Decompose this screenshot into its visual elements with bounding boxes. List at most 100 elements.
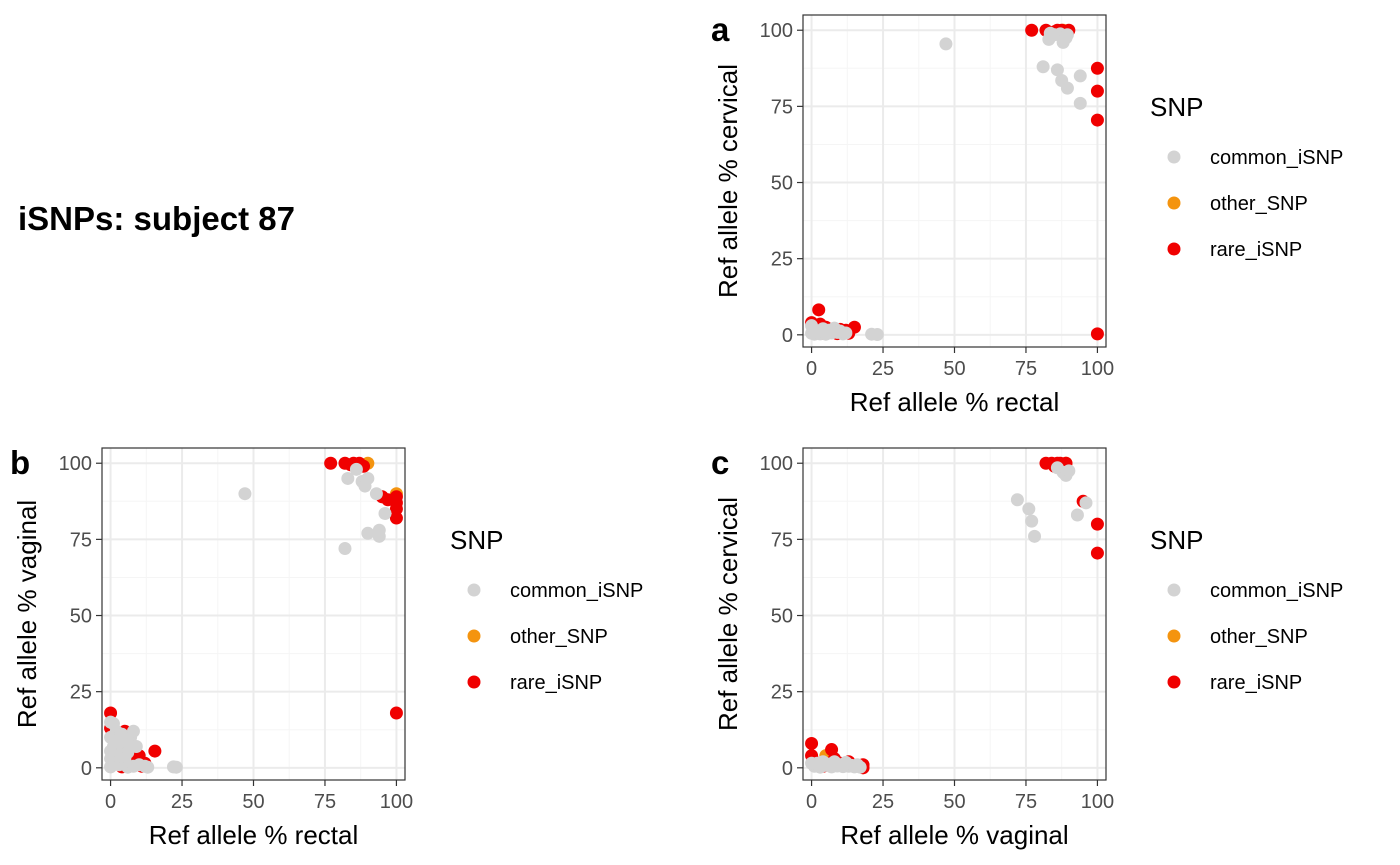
data-point-rare_iSNP (324, 456, 338, 470)
legend-key-common_iSNP (1167, 583, 1181, 597)
data-point-common_iSNP (839, 326, 853, 340)
y-tick-label: 0 (782, 325, 793, 347)
data-point-common_iSNP (1060, 81, 1074, 95)
data-point-rare_iSNP (389, 511, 403, 525)
data-point-common_iSNP (853, 760, 867, 774)
x-tick-label: 100 (380, 791, 413, 813)
scatter-panel-a: 0 25 50 75 100 0 25 50 75 100 Ref allele % rectal R… (711, 11, 1343, 417)
y-axis-label: Ref allele % cervical (713, 64, 743, 298)
data-point-common_iSNP (238, 487, 252, 501)
x-tick-label: 0 (806, 358, 817, 380)
data-point-rare_iSNP (1090, 327, 1104, 341)
data-point-common_iSNP (361, 471, 375, 485)
y-tick-label: 100 (760, 453, 793, 475)
x-tick-label: 0 (105, 791, 116, 813)
legend-label: other_SNP (510, 626, 608, 648)
legend-label: other_SNP (1210, 193, 1308, 215)
panel-tag: c (711, 444, 729, 481)
y-tick-label: 75 (70, 529, 92, 551)
data-point-common_iSNP (1025, 514, 1039, 528)
y-tick-label: 50 (771, 606, 793, 628)
data-point-rare_iSNP (389, 706, 403, 720)
legend-key-other_SNP (1167, 196, 1181, 210)
x-axis-label: Ref allele % rectal (149, 820, 359, 850)
data-point-rare_iSNP (1090, 61, 1104, 75)
data-point-common_iSNP (349, 462, 363, 476)
data-point-common_iSNP (104, 744, 118, 758)
data-point-rare_iSNP (104, 706, 118, 720)
x-tick-label: 75 (1015, 791, 1037, 813)
data-point-rare_iSNP (1090, 84, 1104, 98)
data-point-common_iSNP (939, 37, 953, 51)
data-point-rare_iSNP (805, 736, 819, 750)
legend-label: common_iSNP (1210, 580, 1343, 602)
data-point-common_iSNP (341, 471, 355, 485)
x-tick-label: 75 (1015, 358, 1037, 380)
scatter-panel-b: 0 25 50 75 100 0 25 50 75 100 Ref allele % rectal R… (10, 444, 643, 850)
data-point-common_iSNP (338, 542, 352, 556)
data-point-common_iSNP (169, 760, 183, 774)
legend-key-rare_iSNP (467, 675, 481, 689)
x-axis-label: Ref allele % rectal (850, 387, 1060, 417)
legend-key-other_SNP (467, 629, 481, 643)
data-point-common_iSNP (1036, 60, 1050, 74)
data-point-common_iSNP (369, 487, 383, 501)
y-tick-label: 0 (81, 758, 92, 780)
legend: SNP common_iSNP other_SNP rare_iSNP (450, 525, 643, 694)
data-point-rare_iSNP (148, 744, 162, 758)
legend-title: SNP (1150, 92, 1203, 122)
points-group (805, 23, 1104, 342)
data-point-common_iSNP (104, 760, 118, 774)
legend-key-rare_iSNP (1167, 675, 1181, 689)
data-point-rare_iSNP (1090, 546, 1104, 560)
x-tick-label: 75 (314, 791, 336, 813)
legend-label: common_iSNP (510, 580, 643, 602)
y-tick-label: 25 (70, 682, 92, 704)
y-tick-label: 100 (760, 20, 793, 42)
y-tick-label: 25 (771, 249, 793, 271)
data-point-rare_iSNP (389, 502, 403, 516)
data-point-common_iSNP (129, 739, 143, 753)
legend-title: SNP (450, 525, 503, 555)
legend-label: rare_iSNP (510, 672, 602, 694)
y-axis-label: Ref allele % vaginal (12, 500, 42, 728)
x-tick-label: 25 (872, 358, 894, 380)
figure-title: iSNPs: subject 87 (18, 200, 295, 237)
y-tick-label: 75 (771, 529, 793, 551)
y-tick-label: 100 (59, 453, 92, 475)
data-point-common_iSNP (1062, 464, 1076, 478)
y-tick-label: 50 (70, 606, 92, 628)
data-point-common_iSNP (126, 724, 140, 738)
x-tick-label: 100 (1081, 791, 1114, 813)
data-point-common_iSNP (1022, 502, 1036, 516)
legend: SNP common_iSNP other_SNP rare_iSNP (1150, 92, 1343, 261)
x-tick-label: 50 (943, 358, 965, 380)
y-tick-label: 50 (771, 173, 793, 195)
panel-tag: b (10, 444, 30, 481)
legend-title: SNP (1150, 525, 1203, 555)
legend-key-common_iSNP (467, 583, 481, 597)
data-point-common_iSNP (1073, 96, 1087, 110)
data-point-common_iSNP (1010, 493, 1024, 507)
data-point-common_iSNP (805, 756, 819, 770)
legend-label: other_SNP (1210, 626, 1308, 648)
legend-key-common_iSNP (1167, 150, 1181, 164)
data-point-common_iSNP (805, 319, 819, 333)
x-tick-label: 0 (806, 791, 817, 813)
y-tick-label: 75 (771, 96, 793, 118)
data-point-rare_iSNP (1090, 113, 1104, 127)
data-point-common_iSNP (141, 760, 155, 774)
points-group (805, 456, 1104, 775)
scatter-panel-c: 0 25 50 75 100 0 25 50 75 100 Ref allele % vaginal… (711, 444, 1343, 850)
legend-key-rare_iSNP (1167, 242, 1181, 256)
x-tick-label: 25 (171, 791, 193, 813)
data-point-common_iSNP (1070, 508, 1084, 522)
y-tick-label: 25 (771, 682, 793, 704)
data-point-common_iSNP (1050, 63, 1064, 77)
x-axis-label: Ref allele % vaginal (840, 820, 1068, 850)
data-point-common_iSNP (1028, 529, 1042, 543)
x-tick-label: 25 (872, 791, 894, 813)
legend: SNP common_iSNP other_SNP rare_iSNP (1150, 525, 1343, 694)
data-point-rare_iSNP (812, 303, 826, 317)
